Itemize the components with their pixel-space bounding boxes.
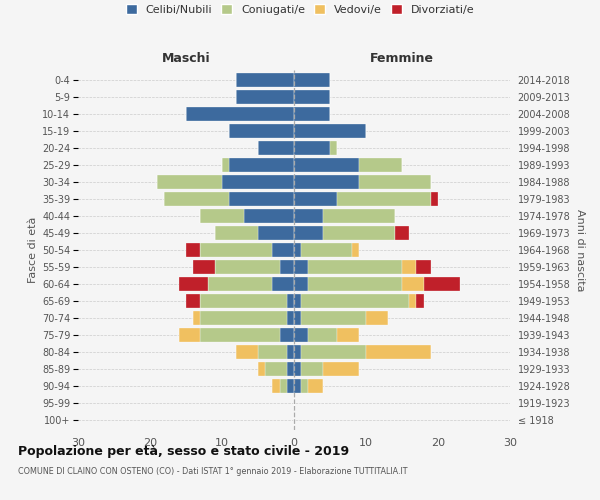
Text: Popolazione per età, sesso e stato civile - 2019: Popolazione per età, sesso e stato civil…: [18, 445, 349, 458]
Bar: [272, 276, 294, 291]
Bar: [157, 175, 222, 190]
Bar: [366, 310, 388, 325]
Bar: [287, 294, 294, 308]
Bar: [301, 344, 366, 359]
Bar: [323, 226, 395, 240]
Bar: [294, 328, 308, 342]
Bar: [294, 226, 323, 240]
Bar: [236, 73, 294, 88]
Bar: [258, 226, 294, 240]
Bar: [409, 294, 416, 308]
Bar: [222, 175, 294, 190]
Bar: [236, 90, 294, 104]
Bar: [258, 344, 287, 359]
Bar: [215, 260, 280, 274]
Bar: [200, 310, 287, 325]
Bar: [200, 294, 287, 308]
Bar: [265, 362, 287, 376]
Bar: [258, 141, 294, 156]
Y-axis label: Anni di nascita: Anni di nascita: [575, 209, 584, 291]
Bar: [193, 260, 215, 274]
Bar: [402, 276, 424, 291]
Bar: [294, 90, 330, 104]
Bar: [294, 107, 330, 122]
Bar: [402, 260, 416, 274]
Bar: [229, 192, 294, 206]
Bar: [208, 276, 272, 291]
Bar: [294, 276, 308, 291]
Bar: [416, 260, 431, 274]
Bar: [301, 310, 366, 325]
Text: COMUNE DI CLAINO CON OSTENO (CO) - Dati ISTAT 1° gennaio 2019 - Elaborazione TUT: COMUNE DI CLAINO CON OSTENO (CO) - Dati …: [18, 468, 407, 476]
Bar: [294, 362, 301, 376]
Bar: [179, 276, 208, 291]
Y-axis label: Fasce di età: Fasce di età: [28, 217, 38, 283]
Bar: [294, 124, 366, 138]
Bar: [294, 73, 330, 88]
Bar: [352, 243, 359, 257]
Bar: [294, 378, 301, 393]
Bar: [294, 209, 323, 224]
Bar: [280, 378, 287, 393]
Bar: [424, 276, 460, 291]
Bar: [416, 294, 424, 308]
Bar: [294, 294, 301, 308]
Bar: [215, 226, 258, 240]
Bar: [229, 158, 294, 172]
Bar: [337, 328, 359, 342]
Bar: [193, 310, 200, 325]
Bar: [294, 158, 359, 172]
Bar: [287, 362, 294, 376]
Bar: [236, 344, 258, 359]
Text: Femmine: Femmine: [370, 52, 434, 65]
Bar: [258, 362, 265, 376]
Bar: [229, 124, 294, 138]
Bar: [308, 328, 337, 342]
Bar: [280, 260, 294, 274]
Bar: [186, 107, 294, 122]
Bar: [272, 243, 294, 257]
Bar: [272, 378, 280, 393]
Bar: [200, 243, 272, 257]
Text: Maschi: Maschi: [161, 52, 211, 65]
Bar: [337, 192, 431, 206]
Bar: [200, 209, 244, 224]
Bar: [244, 209, 294, 224]
Bar: [301, 243, 352, 257]
Bar: [301, 294, 409, 308]
Bar: [330, 141, 337, 156]
Bar: [294, 141, 330, 156]
Bar: [287, 344, 294, 359]
Bar: [431, 192, 438, 206]
Bar: [366, 344, 431, 359]
Bar: [186, 243, 200, 257]
Bar: [179, 328, 200, 342]
Bar: [280, 328, 294, 342]
Bar: [359, 158, 402, 172]
Bar: [294, 344, 301, 359]
Bar: [294, 310, 301, 325]
Bar: [359, 175, 431, 190]
Bar: [294, 260, 308, 274]
Bar: [301, 378, 308, 393]
Bar: [395, 226, 409, 240]
Bar: [200, 328, 280, 342]
Bar: [308, 260, 402, 274]
Bar: [164, 192, 229, 206]
Bar: [323, 209, 395, 224]
Legend: Celibi/Nubili, Coniugati/e, Vedovi/e, Divorziati/e: Celibi/Nubili, Coniugati/e, Vedovi/e, Di…: [121, 0, 479, 20]
Bar: [186, 294, 200, 308]
Bar: [294, 175, 359, 190]
Bar: [308, 378, 323, 393]
Bar: [294, 192, 337, 206]
Bar: [323, 362, 359, 376]
Bar: [222, 158, 229, 172]
Bar: [287, 310, 294, 325]
Bar: [301, 362, 323, 376]
Bar: [308, 276, 402, 291]
Bar: [287, 378, 294, 393]
Bar: [294, 243, 301, 257]
